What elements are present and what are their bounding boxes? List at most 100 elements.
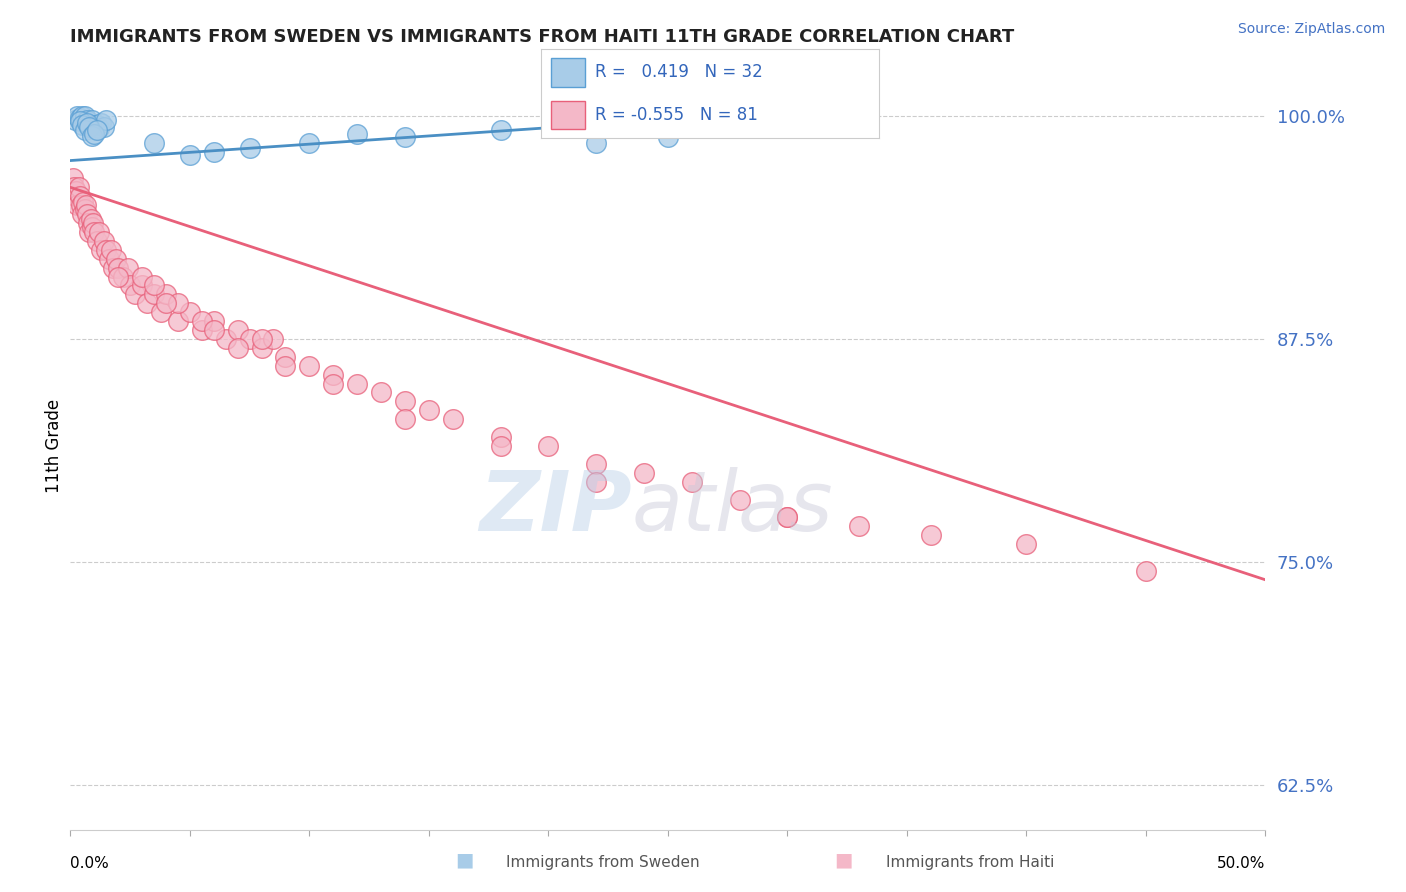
Point — [70, 198, 93, 212]
Point — [239, 141, 262, 155]
Point — [107, 269, 129, 284]
Point — [79, 225, 101, 239]
Point — [65, 184, 87, 198]
Text: 50.0%: 50.0% — [1218, 856, 1265, 871]
Point — [83, 225, 105, 239]
Point — [63, 189, 86, 203]
Point — [150, 305, 173, 319]
Point — [143, 287, 166, 301]
Text: R =   0.419   N = 32: R = 0.419 N = 32 — [595, 63, 763, 81]
Point — [66, 109, 89, 123]
Point — [250, 332, 273, 346]
Point — [274, 359, 297, 373]
Point — [179, 148, 201, 162]
Point — [97, 252, 120, 266]
Point — [70, 109, 93, 123]
Point — [103, 260, 125, 275]
Point — [69, 114, 91, 128]
Point — [82, 216, 104, 230]
Point — [489, 123, 512, 137]
Point — [920, 528, 942, 542]
Point — [1135, 564, 1157, 578]
Point — [681, 475, 703, 489]
Bar — [551, 101, 585, 129]
Point — [776, 510, 799, 524]
Point — [93, 234, 115, 248]
Point — [298, 359, 321, 373]
Point — [585, 457, 607, 471]
Point — [111, 269, 134, 284]
Point — [76, 112, 98, 127]
Point — [77, 216, 100, 230]
Point — [86, 118, 108, 132]
Point — [80, 128, 103, 143]
Point — [104, 252, 127, 266]
Point — [167, 296, 190, 310]
Point — [96, 112, 118, 127]
Point — [100, 243, 122, 257]
Point — [322, 368, 344, 382]
Point — [131, 278, 153, 293]
Point — [72, 194, 94, 209]
Point — [585, 475, 607, 489]
Point — [73, 123, 96, 137]
Point — [69, 111, 91, 125]
Point — [489, 430, 512, 444]
Point — [394, 394, 416, 409]
Point — [776, 510, 799, 524]
Point — [87, 121, 110, 136]
Point — [155, 296, 177, 310]
Point — [70, 207, 93, 221]
Point — [66, 198, 89, 212]
Point — [191, 314, 214, 328]
Point — [226, 323, 249, 337]
Point — [1015, 537, 1038, 551]
Point — [86, 123, 108, 137]
Text: ■: ■ — [834, 851, 853, 870]
Point — [90, 243, 112, 257]
Point — [394, 130, 416, 145]
Point — [394, 412, 416, 426]
Point — [298, 136, 321, 150]
Point — [107, 260, 129, 275]
Point — [202, 314, 225, 328]
Point — [135, 296, 157, 310]
Point — [79, 118, 101, 132]
Point — [848, 519, 870, 533]
Point — [67, 180, 90, 194]
Text: ZIP: ZIP — [479, 467, 633, 548]
Point — [633, 466, 655, 480]
Point — [191, 323, 214, 337]
Point — [75, 198, 97, 212]
Point — [489, 439, 512, 453]
Point — [250, 341, 273, 355]
Point — [143, 136, 166, 150]
Point — [214, 332, 236, 346]
Point — [179, 305, 201, 319]
Point — [79, 120, 101, 134]
Point — [274, 350, 297, 364]
Text: 0.0%: 0.0% — [70, 856, 110, 871]
Point — [69, 189, 91, 203]
Point — [167, 314, 190, 328]
Point — [90, 116, 112, 130]
Point — [585, 136, 607, 150]
Point — [226, 341, 249, 355]
Point — [73, 202, 96, 216]
Text: R = -0.555   N = 81: R = -0.555 N = 81 — [595, 106, 758, 124]
Point — [370, 385, 392, 400]
Point — [117, 260, 139, 275]
Text: Source: ZipAtlas.com: Source: ZipAtlas.com — [1237, 22, 1385, 37]
Point — [537, 439, 560, 453]
Point — [86, 234, 108, 248]
Point — [76, 116, 98, 130]
Point — [76, 207, 98, 221]
Point — [80, 219, 103, 234]
Point — [120, 278, 141, 293]
Point — [83, 127, 105, 141]
Point — [155, 287, 177, 301]
Point — [83, 118, 105, 132]
Text: Immigrants from Haiti: Immigrants from Haiti — [886, 855, 1054, 870]
Point — [239, 332, 262, 346]
Text: IMMIGRANTS FROM SWEDEN VS IMMIGRANTS FROM HAITI 11TH GRADE CORRELATION CHART: IMMIGRANTS FROM SWEDEN VS IMMIGRANTS FRO… — [70, 28, 1015, 45]
